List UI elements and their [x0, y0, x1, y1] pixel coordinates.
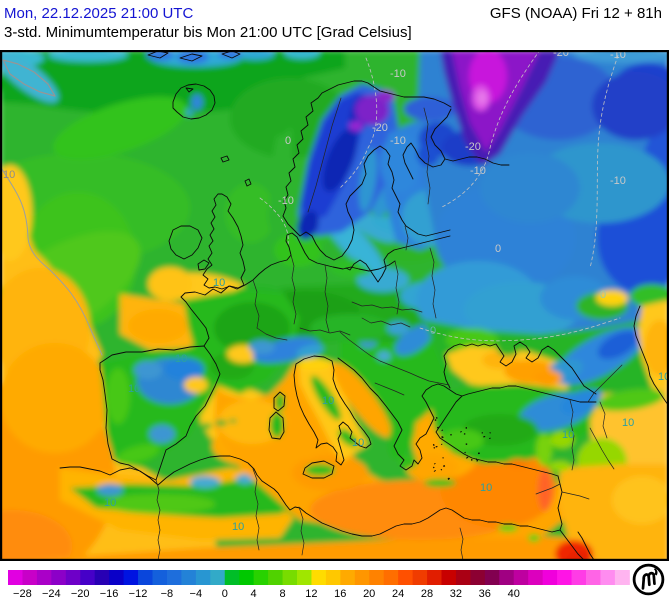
svg-text:-10: -10	[610, 175, 626, 187]
svg-text:10: 10	[175, 353, 187, 365]
svg-text:10: 10	[658, 371, 669, 383]
svg-text:0: 0	[600, 289, 606, 301]
svg-text:-20: -20	[553, 50, 569, 59]
svg-text:-10: -10	[390, 135, 406, 147]
svg-text:0: 0	[495, 243, 501, 255]
svg-text:-10: -10	[278, 195, 294, 207]
svg-text:0: 0	[430, 325, 436, 337]
svg-text:-10: -10	[610, 50, 626, 61]
svg-text:-10: -10	[390, 68, 406, 80]
svg-text:10: 10	[232, 521, 244, 533]
svg-text:-10: -10	[470, 165, 486, 177]
svg-text:-20: -20	[465, 141, 481, 153]
svg-text:10: 10	[622, 417, 634, 429]
svg-text:10: 10	[480, 482, 492, 494]
svg-text:10: 10	[352, 437, 364, 449]
svg-text:10: 10	[128, 383, 140, 395]
svg-text:10: 10	[322, 395, 334, 407]
svg-text:0: 0	[285, 135, 291, 147]
svg-text:-20: -20	[372, 122, 388, 134]
svg-text:10: 10	[562, 429, 574, 441]
svg-text:10: 10	[213, 277, 225, 289]
svg-text:10: 10	[3, 169, 15, 181]
svg-text:10: 10	[104, 497, 116, 509]
